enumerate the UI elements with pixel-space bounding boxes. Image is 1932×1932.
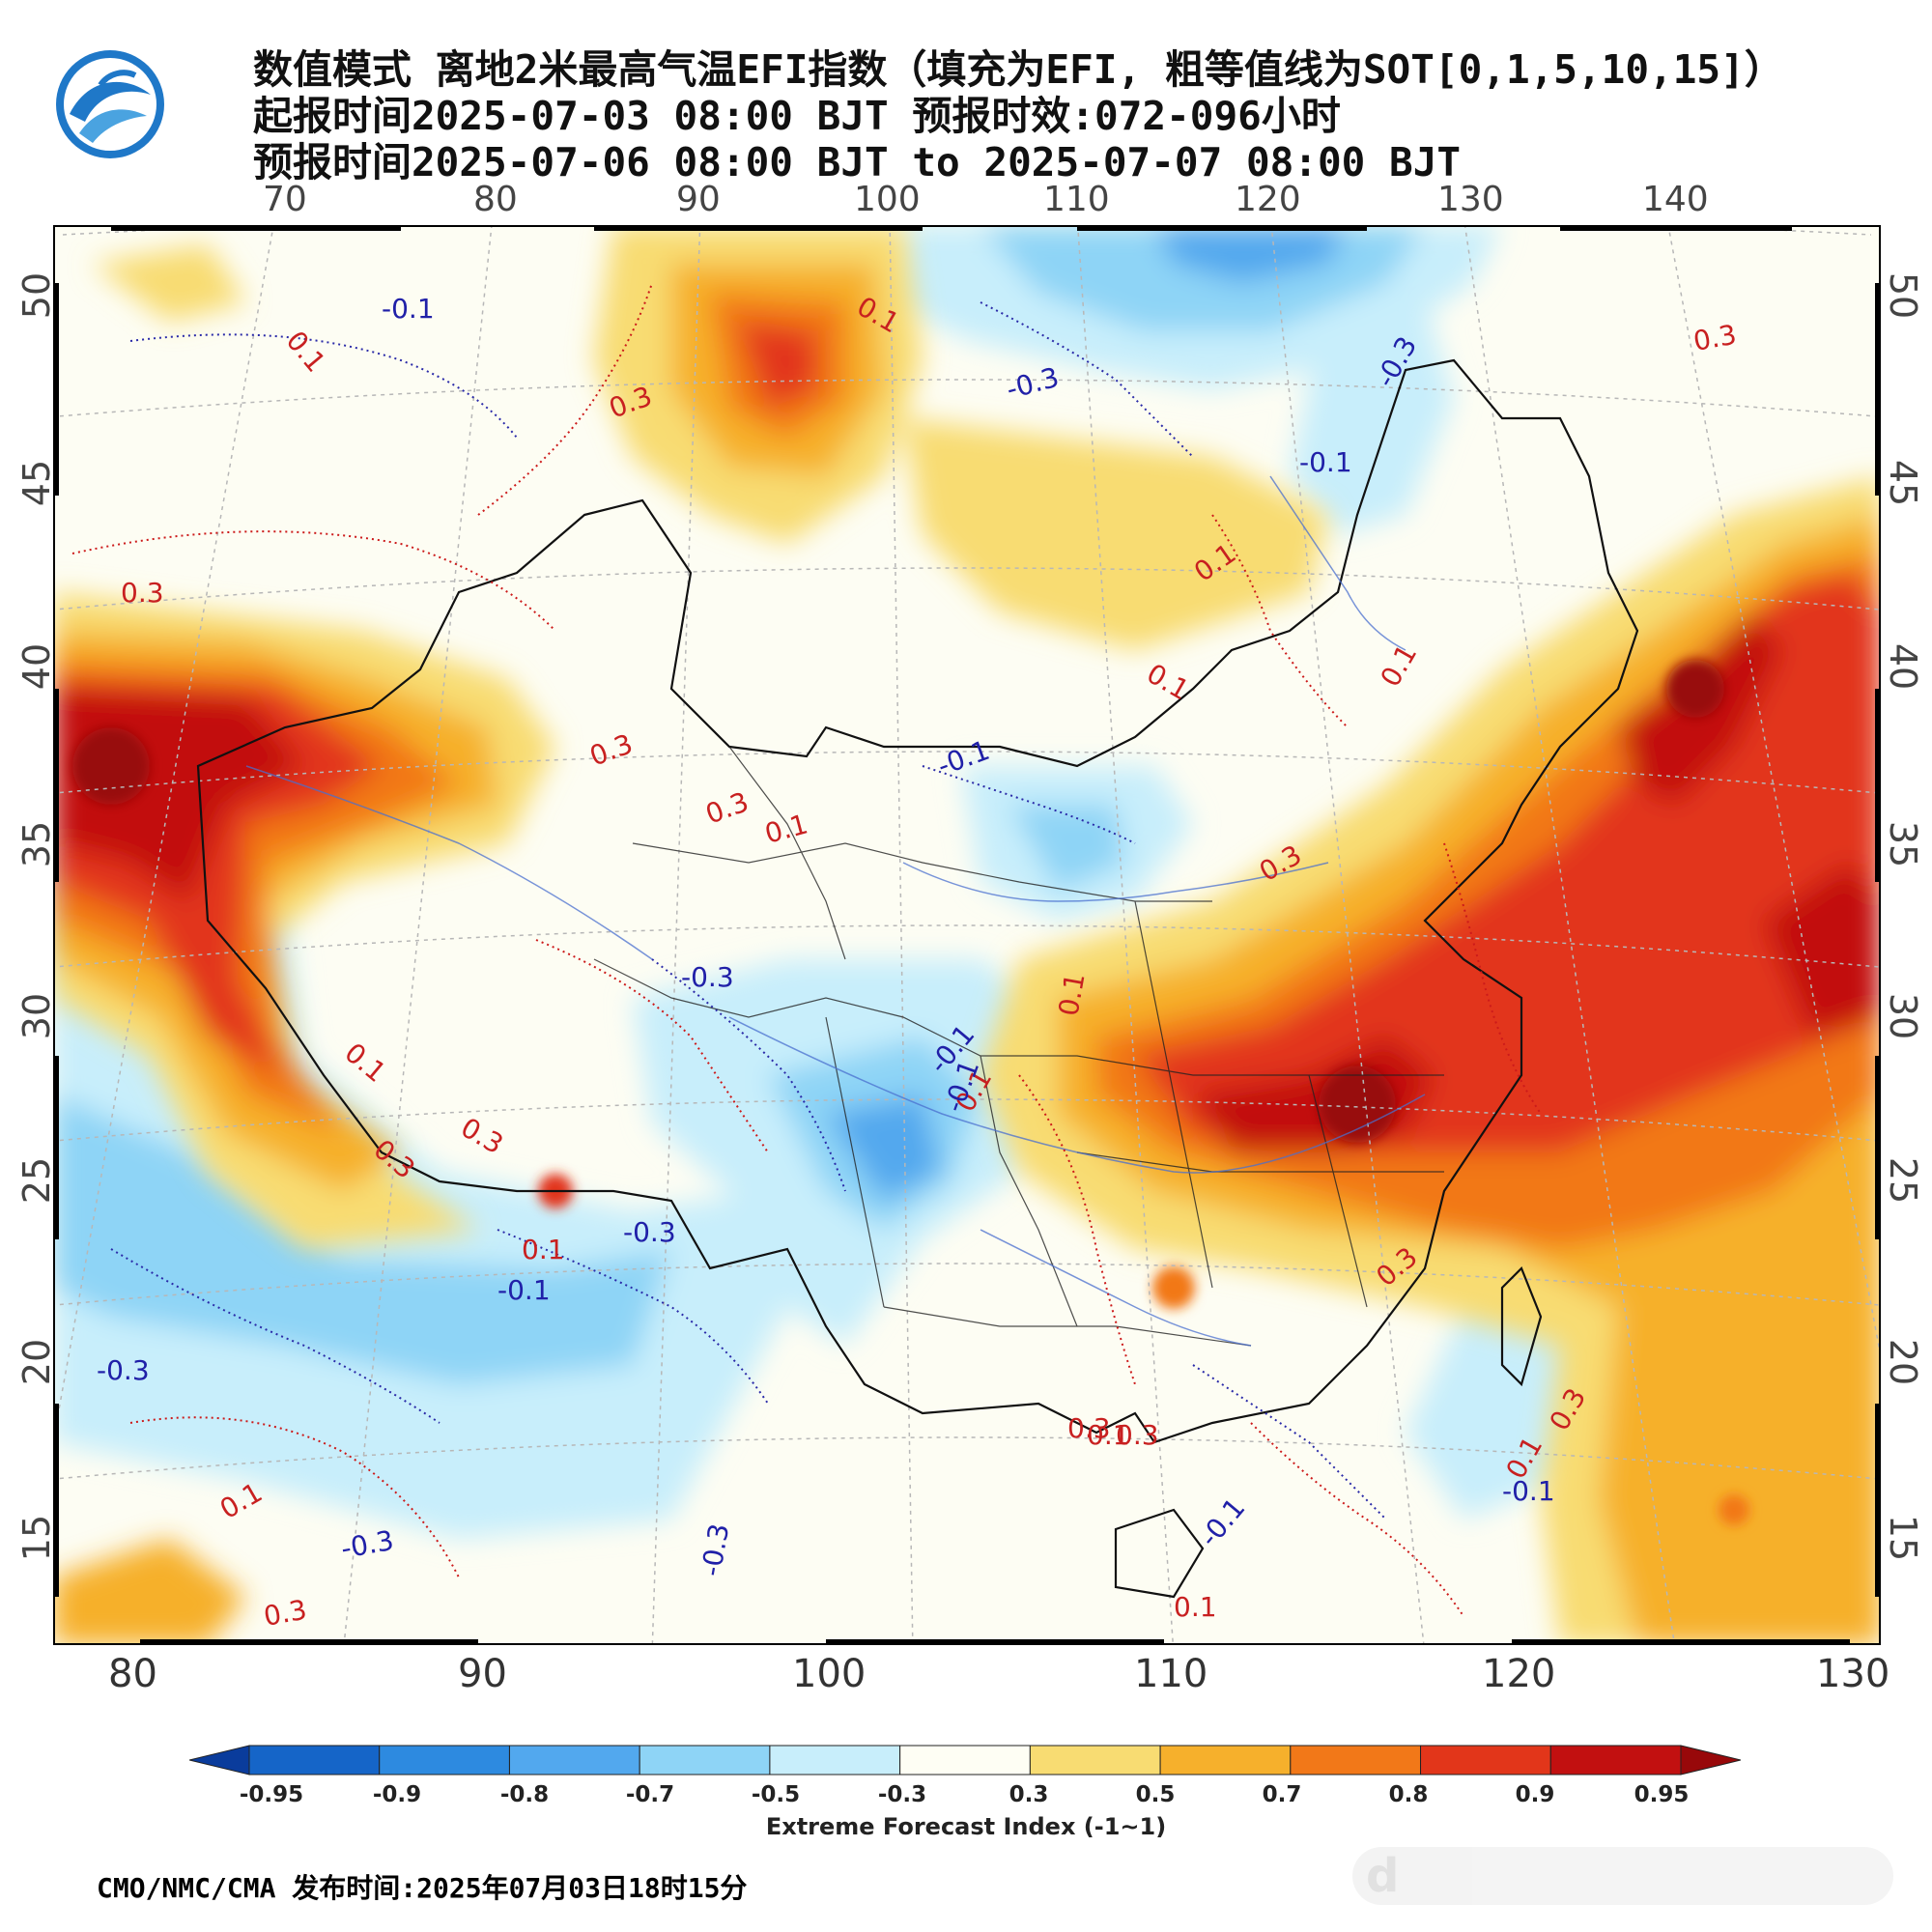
colorbar-segment	[639, 1745, 771, 1776]
contour-label-blue: -0.3	[623, 1216, 676, 1248]
contour-label-red: 0.1	[1052, 971, 1091, 1019]
colorbar-label: -0.9	[372, 1782, 422, 1807]
province-lines	[593, 746, 1444, 1347]
colorbar-label: 0.7	[1262, 1782, 1302, 1807]
right-lat-tick: 40	[1882, 642, 1924, 691]
colorbar-label: 0.5	[1135, 1782, 1176, 1807]
watermark-text: d	[1366, 1849, 1400, 1903]
right-lat-tick: 15	[1882, 1514, 1924, 1562]
colorbar-segment	[248, 1745, 381, 1776]
top-lon-tick: 70	[263, 180, 307, 219]
colorbar-label: 0.3	[1009, 1782, 1049, 1807]
positive-contours	[71, 282, 1542, 1617]
colorbar-segment	[379, 1745, 510, 1776]
colorbar-label: 0.9	[1515, 1782, 1555, 1807]
contour-label-blue: -0.3	[681, 961, 734, 993]
boundaries	[196, 358, 1639, 1599]
top-lon-tick: 140	[1642, 180, 1709, 219]
right-lat-tick: 50	[1882, 271, 1924, 320]
colorbar-label: -0.95	[239, 1782, 304, 1807]
right-lat-tick: 25	[1882, 1156, 1924, 1205]
left-lat-tick: 40	[15, 642, 58, 691]
colorbar-label: -0.7	[625, 1782, 675, 1807]
colorbar-segment	[899, 1745, 1031, 1776]
left-lat-tick: 45	[15, 459, 58, 507]
contour-label-red: 0.1	[522, 1234, 565, 1265]
bottom-lon-tick: 120	[1482, 1652, 1556, 1696]
right-lat-tick: 45	[1882, 459, 1924, 507]
colorbar-segment	[1159, 1745, 1292, 1776]
left-lat-tick: 50	[15, 271, 58, 320]
top-lon-tick: 90	[676, 180, 721, 219]
colorbar-segment	[1290, 1745, 1422, 1776]
colorbar-segment	[1029, 1745, 1161, 1776]
top-lon-tick: 130	[1437, 180, 1504, 219]
contour-label-red: 0.3	[1690, 319, 1739, 357]
colorbar-segment	[1549, 1745, 1682, 1776]
footer-issuer: CMO/NMC/CMA 发布时间:2025年07月03日18时15分	[97, 1872, 748, 1904]
bottom-lon-tick: 130	[1816, 1652, 1890, 1696]
efi-map: 0.1 -0.1 0.3 0.1 -0.3 0.3 -0.3 -0.1 0.1 …	[53, 225, 1881, 1645]
colorbar-label: -0.3	[877, 1782, 927, 1807]
title-line-3: 预报时间2025-07-06 08:00 BJT to 2025-07-07 0…	[253, 139, 1462, 185]
colorbar-label: -0.5	[751, 1782, 801, 1807]
colorbar-label: 0.8	[1388, 1782, 1429, 1807]
top-lon-tick: 110	[1043, 180, 1110, 219]
contour-label-red: 0.3	[121, 577, 164, 609]
frame-tick-bars	[53, 225, 1881, 1645]
contour-label-red: 0.3	[1067, 1412, 1111, 1444]
contour-label-red: 0.1	[1087, 1419, 1130, 1451]
colorbar-segment	[769, 1745, 901, 1776]
bottom-lon-tick: 80	[108, 1652, 157, 1696]
contour-label-blue: -0.1	[497, 1274, 551, 1306]
left-lat-tick: 15	[15, 1514, 58, 1562]
colorbar-arrow-high	[1680, 1745, 1741, 1776]
right-lat-tick: 30	[1882, 992, 1924, 1040]
contour-label-blue: -0.1	[1502, 1475, 1555, 1507]
contour-label-blue: -0.1	[382, 293, 435, 325]
cma-logo	[56, 50, 164, 158]
top-lon-tick: 120	[1235, 180, 1301, 219]
right-lat-tick: 35	[1882, 820, 1924, 868]
bottom-lon-tick: 100	[792, 1652, 867, 1696]
right-lat-tick: 20	[1882, 1338, 1924, 1386]
top-lon-tick: 100	[854, 180, 921, 219]
colorbar-segment	[508, 1745, 640, 1776]
left-lat-tick: 20	[15, 1338, 58, 1386]
contour-label-red: 0.3	[261, 1594, 309, 1633]
bottom-lon-tick: 110	[1134, 1652, 1208, 1696]
bottom-lon-tick: 90	[458, 1652, 507, 1696]
contour-label-blue: -0.1	[1299, 446, 1352, 478]
colorbar-arrow-low	[189, 1745, 250, 1776]
colorbar-title: Extreme Forecast Index (-1~1)	[765, 1813, 1167, 1840]
left-lat-tick: 25	[15, 1156, 58, 1205]
colorbar-label: -0.8	[499, 1782, 550, 1807]
colorbar-label: 0.95	[1634, 1782, 1690, 1807]
left-lat-tick: 35	[15, 820, 58, 868]
rivers	[245, 475, 1426, 1347]
contour-label-red: 0.1	[1174, 1591, 1217, 1623]
title-line-1: 数值模式 离地2米最高气温EFI指数（填充为EFI, 粗等值线为SOT[0,1,…	[253, 46, 1784, 93]
top-lon-tick: 80	[473, 180, 518, 219]
title-line-2: 起报时间2025-07-03 08:00 BJT 预报时效:072-096小时	[253, 93, 1341, 139]
colorbar	[189, 1745, 1741, 1776]
contour-label-red: 0.3	[1116, 1419, 1159, 1451]
warm-detail-spots	[72, 660, 1749, 1525]
contour-label-blue: -0.3	[97, 1354, 150, 1386]
colorbar-segment	[1420, 1745, 1551, 1776]
negative-contours	[110, 301, 1387, 1520]
watermark: d	[1352, 1847, 1893, 1905]
left-lat-tick: 30	[15, 992, 58, 1040]
